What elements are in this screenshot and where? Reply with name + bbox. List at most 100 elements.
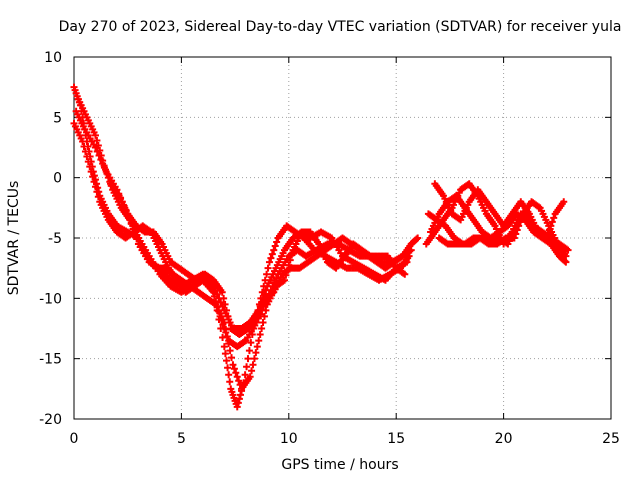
x-tick-label: 25 bbox=[602, 431, 620, 447]
data-point bbox=[223, 357, 231, 365]
data-point bbox=[218, 288, 226, 296]
x-axis-label: GPS time / hours bbox=[281, 457, 398, 473]
data-point bbox=[221, 350, 229, 358]
data-point bbox=[262, 286, 270, 294]
y-tick-label: 10 bbox=[44, 50, 62, 66]
data-point bbox=[230, 365, 238, 373]
data-point bbox=[220, 294, 228, 302]
data-point bbox=[222, 326, 230, 334]
series-trace-5 bbox=[107, 180, 415, 339]
data-point bbox=[235, 395, 243, 403]
data-point bbox=[403, 258, 411, 266]
data-point bbox=[233, 373, 241, 381]
data-point bbox=[223, 333, 231, 341]
data-point bbox=[401, 270, 409, 278]
data-point bbox=[561, 257, 569, 265]
data-point bbox=[246, 373, 254, 381]
data-points bbox=[70, 83, 572, 411]
data-point bbox=[225, 318, 233, 326]
x-tick-label: 20 bbox=[495, 431, 513, 447]
data-point bbox=[228, 354, 236, 362]
data-point bbox=[414, 234, 422, 242]
data-point bbox=[250, 355, 258, 363]
data-point bbox=[100, 162, 108, 170]
data-point bbox=[217, 298, 225, 306]
data-point bbox=[225, 340, 233, 348]
data-point bbox=[564, 246, 572, 254]
data-point bbox=[226, 378, 234, 386]
data-point bbox=[253, 343, 261, 351]
data-point bbox=[96, 147, 104, 155]
data-point bbox=[219, 334, 227, 342]
data-point bbox=[90, 178, 98, 186]
y-tick-label: -5 bbox=[48, 231, 62, 247]
data-point bbox=[89, 173, 97, 181]
data-point bbox=[247, 339, 255, 347]
data-point bbox=[270, 246, 278, 254]
data-point bbox=[224, 312, 232, 320]
data-point bbox=[263, 270, 271, 278]
data-point bbox=[213, 290, 221, 298]
data-point bbox=[226, 347, 234, 355]
series-trace-10 bbox=[435, 210, 572, 254]
y-tick-label: -20 bbox=[39, 412, 62, 428]
x-tick-label: 10 bbox=[280, 431, 298, 447]
data-point bbox=[245, 347, 253, 355]
data-point bbox=[258, 325, 266, 332]
data-point bbox=[248, 367, 256, 375]
data-point bbox=[547, 222, 555, 230]
data-point bbox=[220, 343, 228, 351]
x-axis-ticks: 0 5 10 15 20 25 bbox=[70, 57, 620, 447]
y-tick-label: -15 bbox=[39, 352, 62, 368]
data-point bbox=[256, 331, 264, 339]
data-point bbox=[99, 157, 107, 165]
data-point bbox=[224, 364, 232, 372]
data-point bbox=[232, 369, 240, 377]
data-point bbox=[244, 355, 252, 363]
data-point bbox=[288, 251, 296, 259]
data-point bbox=[252, 349, 260, 357]
data-point bbox=[550, 214, 558, 222]
data-point bbox=[243, 363, 251, 371]
data-point bbox=[221, 300, 229, 308]
data-point bbox=[267, 254, 275, 262]
data-point bbox=[79, 137, 87, 145]
data-point bbox=[86, 163, 94, 171]
data-point bbox=[259, 318, 267, 326]
y-axis-ticks: -20 -15 -10 -5 0 5 10 bbox=[39, 50, 611, 428]
data-point bbox=[273, 238, 281, 246]
data-point bbox=[103, 170, 111, 178]
series-trace-9 bbox=[431, 180, 568, 242]
x-tick-label: 0 bbox=[70, 431, 79, 447]
data-point bbox=[80, 142, 88, 150]
data-point bbox=[93, 188, 101, 196]
data-point bbox=[225, 371, 233, 379]
y-tick-label: 5 bbox=[53, 110, 62, 126]
data-point bbox=[81, 148, 89, 156]
data-point bbox=[548, 218, 556, 226]
data-point bbox=[104, 174, 112, 182]
data-point bbox=[91, 131, 99, 139]
data-point bbox=[286, 256, 294, 264]
x-tick-label: 5 bbox=[177, 431, 186, 447]
data-point bbox=[249, 361, 257, 369]
data-point bbox=[560, 198, 568, 206]
chart-title: Day 270 of 2023, Sidereal Day-to-day VTE… bbox=[59, 19, 622, 35]
data-point bbox=[545, 226, 553, 234]
data-point bbox=[234, 399, 242, 407]
x-tick-label: 15 bbox=[387, 431, 405, 447]
data-point bbox=[413, 235, 421, 243]
data-point bbox=[91, 183, 99, 191]
data-point bbox=[87, 168, 95, 176]
data-point bbox=[255, 337, 263, 345]
data-point bbox=[236, 391, 244, 399]
data-point bbox=[102, 166, 110, 174]
data-point bbox=[562, 258, 570, 266]
data-point bbox=[84, 158, 92, 166]
y-axis-label: SDTVAR / TECUs bbox=[6, 181, 22, 296]
data-point bbox=[241, 371, 249, 379]
y-tick-label: -10 bbox=[39, 291, 62, 307]
data-point bbox=[83, 153, 91, 161]
